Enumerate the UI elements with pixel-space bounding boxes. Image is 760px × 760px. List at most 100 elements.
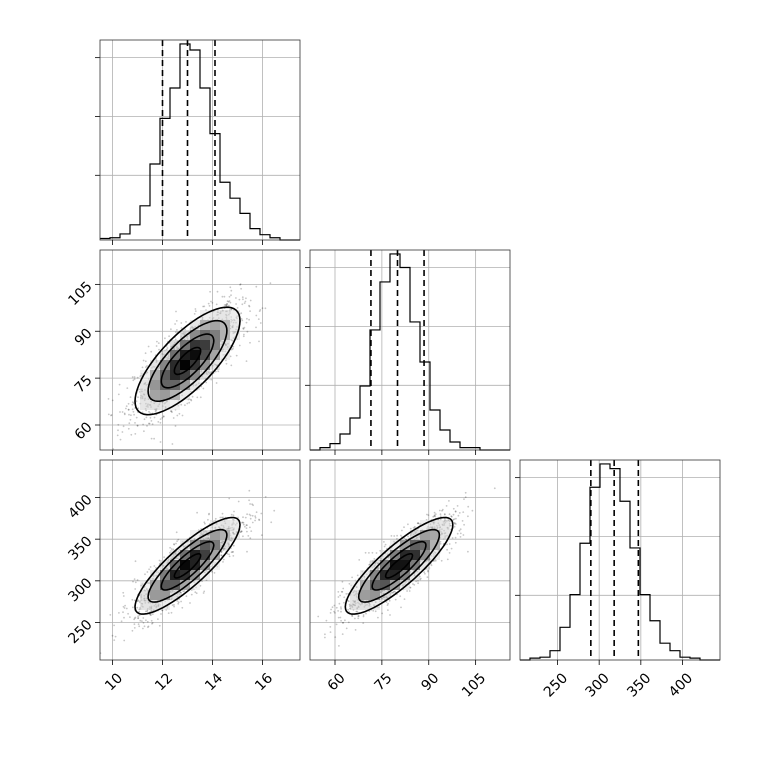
density-cell	[160, 400, 170, 410]
scatter-point	[230, 289, 233, 292]
scatter-point	[118, 383, 121, 386]
density-cell	[200, 310, 210, 320]
scatter-point	[456, 505, 459, 507]
scatter-point	[254, 516, 257, 519]
contour-line	[134, 306, 241, 416]
scatter-point	[228, 304, 230, 307]
scatter-point	[230, 308, 233, 311]
scatter-point	[356, 574, 359, 577]
scatter-point	[394, 598, 397, 601]
scatter-point	[236, 307, 239, 309]
scatter-point	[246, 530, 248, 533]
scatter-point	[211, 570, 213, 573]
scatter-point	[110, 414, 112, 417]
axes-frame	[99, 249, 301, 451]
scatter-point	[261, 307, 264, 310]
scatter-point	[341, 580, 344, 583]
scatter-point	[143, 430, 145, 433]
scatter-point	[202, 305, 205, 308]
scatter-point	[393, 590, 396, 593]
scatter-point	[173, 543, 176, 546]
scatter-point	[448, 543, 451, 545]
scatter-point	[438, 509, 441, 512]
scatter-point	[412, 583, 414, 585]
density-cell	[140, 390, 150, 400]
scatter-point	[139, 619, 142, 622]
scatter-point	[161, 417, 164, 419]
scatter-point	[339, 616, 342, 619]
scatter-point	[345, 593, 348, 595]
scatter-point	[135, 416, 138, 419]
scatter-point	[258, 310, 261, 312]
scatter-point	[146, 365, 148, 367]
density-cell	[210, 360, 220, 370]
scatter-point	[454, 510, 457, 513]
scatter-point	[189, 602, 191, 604]
scatter-point	[160, 613, 162, 615]
scatter-point	[119, 438, 122, 441]
density-cell	[160, 580, 170, 590]
scatter-point	[190, 593, 193, 596]
scatter-point	[409, 527, 412, 530]
scatter-point	[439, 542, 442, 545]
scatter-point	[383, 545, 386, 548]
density-cell	[150, 360, 160, 370]
scatter-point	[107, 398, 110, 400]
scatter-point	[338, 602, 341, 605]
scatter-point	[340, 606, 342, 608]
scatter-point	[439, 513, 442, 516]
scatter-point	[348, 582, 351, 585]
density-cell	[200, 340, 210, 350]
scatter-point	[220, 554, 223, 557]
scatter-point	[317, 615, 320, 618]
scatter-point	[246, 550, 248, 553]
scatter-point	[153, 437, 156, 440]
scatter-point	[141, 620, 143, 622]
scatter-point	[134, 560, 137, 563]
density-cell	[220, 340, 230, 350]
scatter-point	[245, 360, 248, 362]
scatter-point	[264, 496, 267, 498]
scatter-point	[184, 328, 187, 331]
scatter-point	[453, 522, 456, 525]
scatter-point	[403, 598, 406, 600]
scatter-point	[136, 424, 139, 427]
scatter-point	[123, 413, 126, 416]
scatter-point	[226, 303, 228, 305]
scatter-point	[130, 414, 132, 417]
scatter-point	[355, 610, 358, 613]
scatter-point	[118, 612, 120, 614]
scatter-point	[458, 512, 461, 514]
scatter-point	[153, 565, 156, 567]
scatter-point	[145, 416, 148, 419]
scatter-point	[337, 591, 340, 593]
scatter-point	[138, 625, 141, 628]
density-cell	[150, 570, 160, 580]
scatter-point	[134, 422, 136, 424]
scatter-point	[463, 523, 465, 526]
scatter-point	[407, 535, 409, 538]
scatter-point	[427, 570, 429, 573]
scatter-point	[113, 624, 115, 627]
scatter-point	[183, 590, 186, 592]
scatter-point	[229, 355, 232, 358]
scatter-point	[224, 304, 227, 306]
scatter-point	[180, 592, 183, 594]
scatter-point	[337, 596, 340, 598]
density-cell	[230, 310, 240, 320]
scatter-point	[356, 610, 359, 613]
scatter-point	[393, 535, 396, 537]
scatter-point	[155, 345, 158, 347]
density-cell	[190, 540, 200, 550]
scatter-point	[457, 514, 460, 517]
scatter-point	[241, 530, 243, 533]
scatter-point	[122, 611, 124, 614]
density-cell	[220, 350, 230, 360]
scatter-point	[121, 431, 124, 433]
scatter-point	[142, 423, 145, 426]
scatter-point	[324, 633, 326, 636]
scatter-point	[445, 505, 448, 507]
scatter-point	[203, 521, 206, 524]
density-cell	[150, 390, 160, 400]
scatter-point	[417, 582, 419, 585]
